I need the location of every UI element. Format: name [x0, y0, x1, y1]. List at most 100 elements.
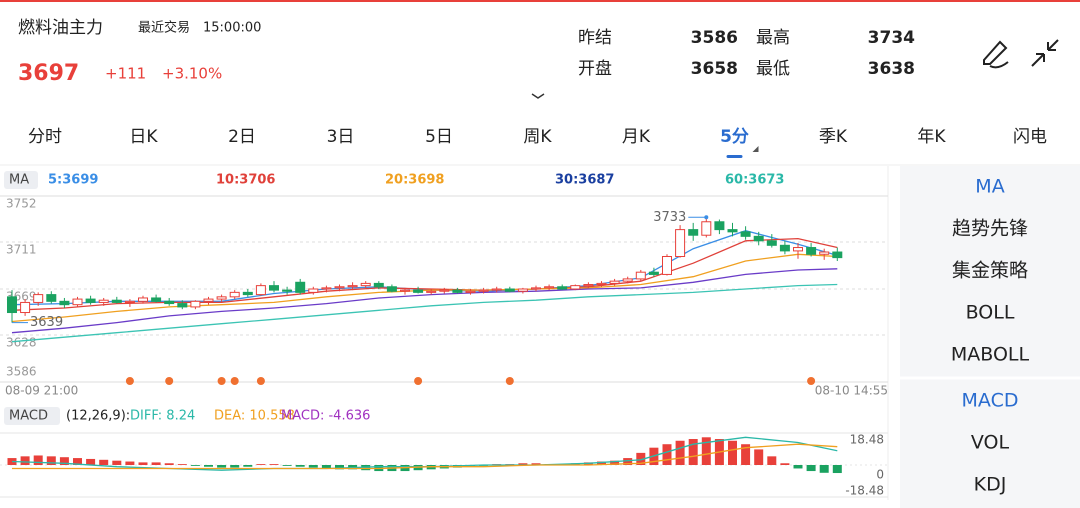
tab[interactable]: 季K [819, 127, 848, 147]
title: 燃料油主力 [18, 18, 103, 38]
tab[interactable]: 2日 [228, 127, 256, 147]
tab-dropdown[interactable] [752, 146, 759, 152]
macd-bar [230, 465, 240, 468]
tab[interactable]: 日K [129, 127, 158, 147]
menu-item[interactable]: BOLL [966, 302, 1015, 324]
candle-body [727, 229, 738, 233]
tab[interactable]: 周K [523, 127, 552, 147]
collapse-icon[interactable] [1031, 39, 1059, 67]
candle-body [740, 231, 751, 237]
candle-body [190, 300, 201, 308]
candle-body [426, 290, 437, 293]
candle-body [138, 297, 148, 302]
candle-body [7, 296, 17, 314]
tab[interactable]: 月K [622, 127, 651, 147]
macd-bar [728, 440, 737, 465]
ma-legend: 60:3673 [725, 173, 784, 188]
macd-bar [46, 456, 56, 465]
macd-bar [819, 465, 829, 473]
tab[interactable]: 年K [917, 127, 946, 147]
menu-item-active[interactable]: MACD [962, 390, 1019, 412]
event-dot[interactable] [217, 377, 226, 385]
candle-body [504, 288, 515, 292]
candle-body [33, 294, 44, 303]
tab[interactable]: 3日 [327, 127, 355, 147]
event-dot[interactable] [125, 377, 134, 385]
price: 3697 [18, 61, 79, 86]
badge-bg [4, 407, 60, 425]
candle-body [111, 299, 122, 303]
candle-body [20, 301, 31, 314]
candle-body [779, 244, 790, 252]
menu-item[interactable]: 集金策略 [952, 260, 1028, 282]
candle-body [85, 298, 96, 303]
edit-icon[interactable] [983, 40, 1009, 69]
menu-item-active[interactable]: MA [975, 176, 1004, 198]
ma-line [11, 237, 838, 311]
macd-bar [204, 465, 213, 467]
menu-item[interactable]: MABOLL [951, 344, 1030, 366]
candle-body [255, 285, 266, 296]
candle-body [72, 298, 83, 306]
macd-legend: DEA: 10.558 [214, 409, 295, 424]
stat-value: 3586 [691, 28, 738, 48]
macd-line [12, 443, 838, 470]
candle-body [242, 291, 253, 296]
candle-body [98, 299, 109, 303]
candle-body [662, 256, 672, 275]
badge[interactable]: MA [9, 173, 29, 188]
stat-label: 开盘 [578, 59, 612, 79]
macd-bar [125, 461, 135, 465]
stat-label: 昨结 [578, 28, 612, 48]
tab[interactable]: 5日 [425, 127, 453, 147]
tab[interactable]: 闪电 [1013, 127, 1047, 147]
macd-legend: MACD: -4.636 [281, 409, 370, 424]
macd-bar [112, 460, 122, 465]
macd-bar [662, 444, 672, 465]
ma-legend: 10:3706 [216, 173, 275, 188]
macd-bar [597, 461, 606, 465]
menu-item[interactable]: 趋势先锋 [952, 218, 1028, 240]
candle-body [334, 286, 345, 289]
macd-bar [164, 463, 174, 465]
macd-bar [610, 460, 620, 465]
event-dot[interactable] [165, 377, 174, 385]
macd-bar [688, 439, 698, 465]
candle-body [766, 240, 777, 246]
candle-body [517, 288, 528, 292]
macd-bar [780, 463, 790, 465]
candle-body [701, 221, 712, 236]
candle-body [413, 289, 424, 293]
stat-value: 3658 [691, 59, 738, 79]
tab[interactable]: 5分 [720, 127, 749, 147]
menu-item[interactable]: KDJ [974, 474, 1007, 496]
expand-chevron[interactable] [531, 93, 545, 99]
event-dot[interactable] [230, 377, 239, 385]
macd-bar [767, 456, 777, 465]
candle-body [622, 278, 633, 282]
event-dot[interactable] [256, 377, 265, 385]
candle-body [793, 247, 803, 252]
ma-line [11, 253, 838, 323]
x-label: 08-09 21:00 [5, 384, 78, 398]
ma-line [11, 230, 838, 306]
candle-body [203, 298, 214, 302]
event-dot[interactable] [807, 377, 816, 385]
candle-body [557, 286, 568, 290]
candle-body [295, 281, 306, 293]
macd-bar [256, 464, 266, 465]
macd-bar [636, 452, 646, 465]
event-dot[interactable] [505, 377, 514, 385]
stat-value: 3638 [868, 59, 915, 79]
candle-body [269, 285, 279, 291]
tab[interactable]: 分时 [28, 127, 62, 147]
badge-bg [4, 171, 38, 189]
event-dot[interactable] [414, 377, 423, 385]
macd-bar [321, 465, 331, 469]
menu-item[interactable]: VOL [971, 432, 1010, 454]
macd-bar [308, 465, 318, 468]
candle-body [832, 251, 843, 259]
badge[interactable]: MACD [9, 409, 48, 424]
